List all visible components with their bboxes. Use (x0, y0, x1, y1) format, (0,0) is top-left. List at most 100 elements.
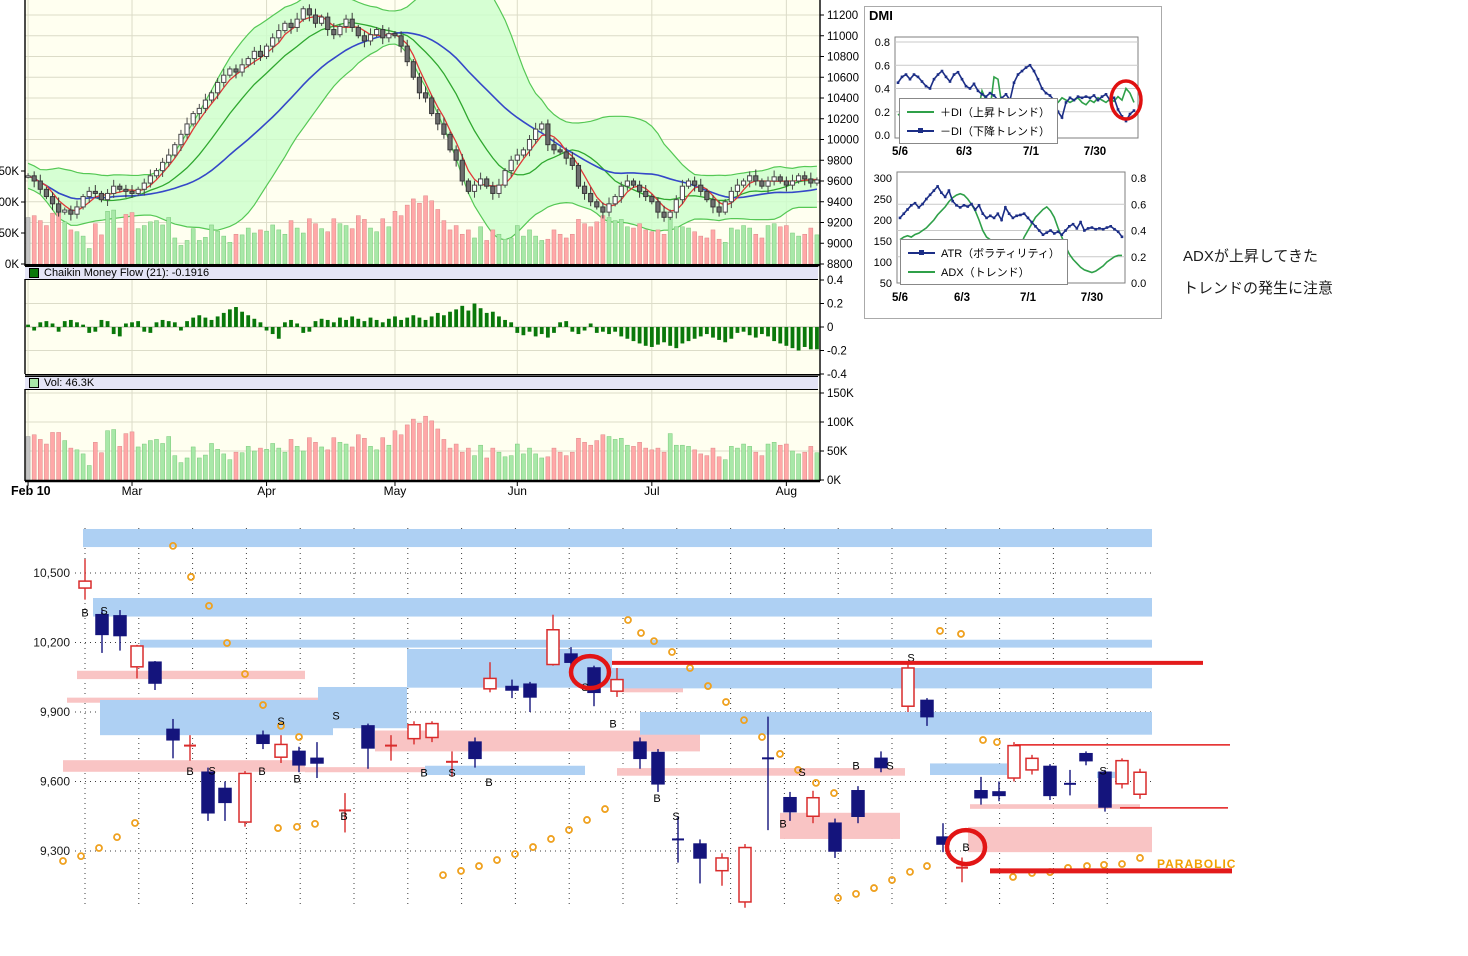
cmf-label-strip: Chaikin Money Flow (21): -0.1916 (25, 266, 818, 280)
svg-text:S: S (448, 768, 455, 780)
svg-text:0.6: 0.6 (875, 60, 890, 72)
svg-text:-0.2: -0.2 (827, 346, 847, 358)
plus-di-label: ＋DI（上昇トレンド） (940, 106, 1050, 119)
svg-text:S: S (886, 761, 893, 773)
svg-text:50K: 50K (0, 228, 19, 240)
parabolic-label: PARABOLIC (1157, 857, 1237, 871)
svg-text:300: 300 (874, 173, 892, 185)
adx-label: ADX（トレンド） (941, 266, 1030, 279)
volume-label-strip: Vol: 46.3K (25, 376, 818, 390)
atr-adx-legend: ATR（ボラティリティ） ADX（トレンド） (900, 239, 1068, 285)
axes (21, 0, 824, 486)
svg-text:0.6: 0.6 (1131, 199, 1146, 211)
volume-panel-bars (25, 415, 820, 481)
svg-text:200: 200 (874, 215, 892, 227)
adx-line-swatch-icon (908, 270, 935, 273)
svg-text:B: B (81, 607, 88, 619)
svg-text:B: B (186, 766, 193, 778)
svg-text:5/6: 5/6 (892, 292, 908, 304)
atr-label: ATR（ボラティリティ） (941, 247, 1060, 260)
svg-text:S: S (798, 767, 805, 779)
svg-text:0K: 0K (5, 259, 19, 271)
svg-text:50K: 50K (0, 166, 19, 178)
svg-text:S: S (100, 606, 107, 618)
svg-text:0K: 0K (827, 475, 841, 487)
svg-text:B: B (852, 761, 859, 773)
svg-text:Feb 10: Feb 10 (11, 484, 51, 498)
svg-text:9000: 9000 (827, 238, 853, 250)
svg-text:100K: 100K (827, 417, 854, 429)
plus-di-line-swatch-icon (907, 110, 934, 113)
svg-text:B: B (653, 793, 660, 805)
cmf-legend-square-icon (29, 268, 39, 278)
moving-average-lines (27, 15, 818, 212)
svg-text:10400: 10400 (827, 93, 859, 105)
svg-text:B: B (293, 774, 300, 786)
svg-text:9600: 9600 (827, 176, 853, 188)
svg-text:6/3: 6/3 (956, 146, 972, 158)
svg-text:S: S (672, 811, 679, 823)
svg-text:May: May (384, 484, 407, 498)
svg-text:S: S (332, 710, 339, 722)
candlesticks (25, 4, 820, 222)
svg-text:0.8: 0.8 (1131, 173, 1146, 185)
svg-text:150: 150 (874, 236, 892, 248)
svg-text:9800: 9800 (827, 155, 853, 167)
svg-text:0.4: 0.4 (875, 84, 890, 96)
svg-text:S: S (277, 716, 284, 728)
svg-text:10,500: 10,500 (33, 566, 70, 580)
svg-text:10,200: 10,200 (33, 636, 70, 650)
svg-text:9,600: 9,600 (40, 775, 70, 789)
svg-text:B: B (779, 819, 786, 831)
svg-text:250: 250 (874, 194, 892, 206)
svg-text:10800: 10800 (827, 52, 859, 64)
svg-text:0.0: 0.0 (875, 130, 890, 142)
svg-text:6/3: 6/3 (954, 292, 970, 304)
svg-text:7/30: 7/30 (1081, 292, 1103, 304)
cmf-bars (26, 303, 819, 351)
svg-text:150K: 150K (827, 388, 854, 400)
svg-text:8800: 8800 (827, 259, 853, 271)
svg-text:0.2: 0.2 (1131, 252, 1146, 264)
annotation-line1: ADXが上昇してきた (1183, 248, 1318, 265)
dmi-legend: ＋DI（上昇トレンド） －DI（下降トレンド） (899, 98, 1058, 144)
svg-text:10000: 10000 (827, 135, 859, 147)
main-price-chart-svg: 11200 11000 10800 10600 10400 10200 10000 9800 9… (0, 0, 859, 498)
cmf-label: Chaikin Money Flow (21): -0.1916 (44, 267, 210, 279)
svg-text:Apr: Apr (257, 484, 276, 498)
svg-text:B: B (609, 719, 616, 731)
volume-overlay-bars (25, 195, 820, 265)
minus-di-label: －DI（下降トレンド） (940, 125, 1050, 138)
svg-text:00K: 00K (0, 197, 19, 209)
svg-text:11000: 11000 (827, 31, 858, 43)
svg-text:B: B (420, 768, 427, 780)
svg-text:9,900: 9,900 (40, 705, 70, 719)
svg-text:S: S (907, 653, 914, 665)
plus-di-legend-item: ＋DI（上昇トレンド） (907, 102, 1050, 121)
svg-text:Jul: Jul (644, 484, 659, 498)
svg-text:B: B (258, 766, 265, 778)
minus-di-line-swatch-icon (907, 127, 934, 133)
svg-text:50K: 50K (827, 446, 848, 458)
svg-text:9200: 9200 (827, 218, 853, 230)
atr-legend-item: ATR（ボラティリティ） (908, 243, 1060, 262)
svg-text:S: S (1099, 765, 1106, 777)
svg-text:0.2: 0.2 (875, 107, 890, 119)
red-annotation-lines (612, 660, 1232, 874)
axis-labels: 11200 11000 10800 10600 10400 10200 10000 9800 9… (0, 10, 859, 487)
svg-text:B: B (485, 777, 492, 789)
month-labels: Feb 10 Mar Apr May Jun Jul Aug (11, 484, 797, 498)
svg-text:0: 0 (827, 322, 833, 334)
svg-text:0.0: 0.0 (1131, 278, 1146, 290)
svg-text:Jun: Jun (508, 484, 527, 498)
dmi-title: DMI (869, 8, 893, 23)
bollinger-band (27, 0, 817, 241)
svg-text:-0.4: -0.4 (827, 369, 847, 381)
svg-text:7/30: 7/30 (1084, 146, 1106, 158)
svg-text:B: B (962, 842, 969, 854)
pink-bands (63, 670, 1152, 853)
atr-line-swatch-icon (908, 249, 935, 255)
svg-text:5/6: 5/6 (892, 146, 908, 158)
